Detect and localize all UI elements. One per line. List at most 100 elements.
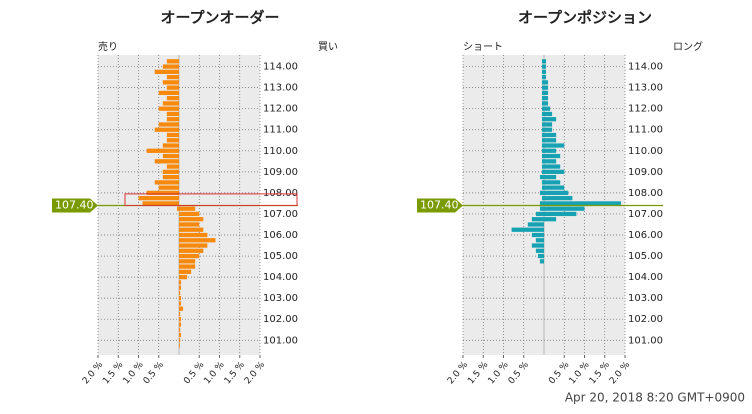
y-tick-label: 101.00 [628, 335, 663, 346]
bar [166, 59, 179, 64]
bar [179, 306, 184, 311]
bar [142, 201, 179, 206]
timestamp: Apr 20, 2018 8:20 GMT+0900 [565, 391, 745, 405]
bar [158, 185, 179, 190]
bar [544, 153, 561, 159]
bar [146, 190, 179, 196]
bar [179, 248, 204, 253]
bar [179, 206, 196, 211]
bar [541, 59, 544, 64]
bar [179, 301, 182, 306]
bar [162, 101, 179, 106]
bar [166, 117, 179, 122]
bar [541, 101, 544, 106]
bar [166, 111, 179, 117]
x-tick-label: 1.5 % [588, 360, 612, 386]
bar [179, 232, 208, 238]
y-tick-label: 111.00 [628, 125, 663, 136]
bar [179, 217, 204, 222]
bar [154, 127, 179, 132]
x-tick-label: 0.5 % [507, 360, 531, 386]
bar [544, 80, 549, 85]
bar [166, 85, 179, 90]
y-tick-label: 103.00 [628, 293, 663, 304]
bar [138, 196, 179, 201]
bar [179, 222, 200, 227]
bar [544, 211, 577, 217]
bar [146, 148, 179, 153]
bar [541, 80, 544, 85]
bar [541, 159, 544, 164]
y-tick-label: 114.00 [263, 62, 298, 73]
bar [541, 85, 544, 90]
bar [544, 138, 557, 143]
x-tick-label: 2.0 % [608, 360, 632, 386]
y-tick-label: 102.00 [263, 314, 298, 325]
side-label: 買い [318, 41, 338, 53]
bar [544, 122, 553, 127]
bar [541, 106, 544, 111]
x-tick-label: 1.5 % [466, 360, 490, 386]
y-tick-label: 104.00 [263, 272, 298, 283]
bar [539, 206, 544, 211]
bar [541, 111, 544, 117]
side-label: ロング [673, 40, 703, 53]
x-tick-label: 1.0 % [203, 360, 227, 386]
bar [179, 238, 216, 243]
bar [179, 290, 181, 296]
bar [541, 164, 544, 169]
bar [541, 132, 544, 138]
bar [544, 64, 547, 69]
bar [539, 259, 544, 264]
bar [544, 117, 557, 122]
x-tick-label: 1.0 % [487, 360, 511, 386]
bar [541, 69, 544, 74]
bar [179, 285, 182, 290]
bar [544, 169, 565, 174]
side-label: 売り [98, 40, 118, 53]
bar [544, 159, 557, 164]
bar [535, 211, 544, 217]
bar [541, 143, 544, 148]
bar [154, 69, 179, 74]
bar [179, 264, 196, 269]
bar [544, 69, 547, 74]
bar [541, 90, 544, 96]
y-tick-label: 105.00 [263, 251, 298, 262]
y-tick-label: 104.00 [628, 272, 663, 283]
bar [162, 80, 179, 85]
bar [544, 101, 549, 106]
bar [541, 196, 544, 201]
bar [544, 206, 585, 211]
bar [535, 238, 544, 243]
bar [179, 311, 181, 317]
bar [544, 185, 565, 190]
current-price-label: 107.40 [420, 199, 459, 212]
bar [544, 127, 553, 132]
bar [544, 90, 549, 96]
bar [541, 148, 544, 153]
bar [544, 96, 549, 101]
bar [544, 201, 621, 206]
bar [179, 296, 182, 301]
bar [544, 106, 551, 111]
bar [544, 174, 557, 180]
bar [539, 201, 544, 206]
bar [179, 269, 192, 274]
bar [511, 227, 544, 232]
y-tick-label: 112.00 [263, 104, 298, 115]
bar [162, 143, 179, 148]
bar [544, 59, 547, 64]
chart-title: オープンポジション [518, 9, 652, 27]
bar [179, 327, 181, 332]
x-tick-label: 2.0 % [243, 360, 267, 386]
bar [179, 227, 204, 232]
bar [179, 332, 182, 338]
bar [541, 138, 544, 143]
current-price-tag [52, 198, 98, 213]
y-tick-label: 101.00 [263, 335, 298, 346]
bar [158, 90, 179, 96]
bar [179, 343, 180, 348]
bar [166, 132, 179, 138]
